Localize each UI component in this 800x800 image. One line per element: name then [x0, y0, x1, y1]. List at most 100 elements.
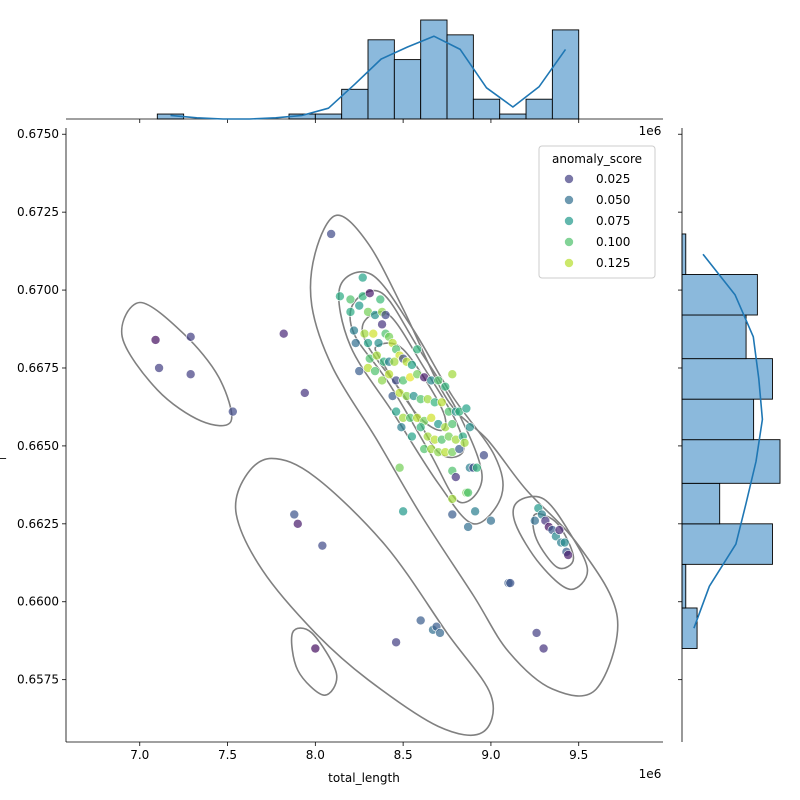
scatter-point — [354, 366, 365, 376]
x-tick-label: 7.0 — [130, 748, 149, 762]
kde-contour — [120, 301, 233, 427]
scatter-point — [370, 366, 380, 376]
scatter-point — [326, 229, 336, 239]
marginal-x-panel — [66, 19, 663, 123]
scatter-point — [447, 509, 458, 520]
legend-marker — [564, 195, 574, 205]
scatter-point — [447, 369, 458, 380]
y-axis-label: _ — [0, 445, 7, 459]
x-tick-label: 8.5 — [394, 748, 413, 762]
legend-label: 0.050 — [596, 193, 630, 207]
x-tick-label: 7.5 — [218, 748, 237, 762]
scatter-point — [440, 381, 451, 392]
x-hist-bar — [551, 29, 580, 120]
scatter-point — [359, 328, 370, 339]
scatter-point — [380, 310, 391, 320]
scatter-point — [465, 422, 475, 433]
scatter-point — [373, 338, 384, 348]
scatter-point — [391, 637, 401, 648]
scatter-point — [531, 628, 542, 638]
scatter-point — [435, 628, 445, 638]
x-hist-bar — [499, 113, 527, 120]
scatter-point — [354, 300, 365, 311]
y-hist-bar — [681, 274, 758, 316]
scatter-point — [310, 643, 321, 654]
y-hist-bar — [681, 233, 687, 275]
scatter-point — [377, 319, 387, 330]
scatter-point — [364, 288, 375, 298]
scatter-point — [389, 356, 400, 367]
scatter-point — [357, 272, 368, 283]
scatter-point — [363, 338, 373, 348]
y-tick-label: 0.6650 — [17, 439, 59, 453]
y-tick-label: 0.6625 — [17, 517, 59, 531]
x-tick-label: 9.0 — [481, 748, 500, 762]
y-tick-label: 0.6700 — [17, 283, 59, 297]
scatter-point — [349, 325, 359, 336]
scatter-point — [371, 350, 382, 361]
kde-contour — [532, 513, 575, 570]
scatter-point — [394, 462, 405, 473]
scatter-point — [412, 344, 422, 355]
x-offset-label: 1e6 — [639, 767, 662, 781]
x-hist-bar — [446, 34, 474, 120]
scatter-point — [299, 388, 310, 398]
kde-contour — [234, 457, 495, 737]
joint-axes: 7.0 7.5 8.0 8.5 9.0 9.5 0.6575 0.6600 0.6625 0.66… — [17, 127, 663, 762]
scatter-point — [185, 369, 196, 380]
x-hist-bar — [367, 39, 395, 120]
x-hist-bar — [314, 113, 343, 120]
scatter-point — [289, 509, 300, 520]
x-tick-label: 9.5 — [569, 748, 588, 762]
y-tick-label: 0.6675 — [17, 361, 59, 375]
scatter-point — [375, 294, 386, 305]
scatter-point — [398, 506, 408, 517]
scatter-point — [447, 494, 458, 504]
scatter-point — [463, 487, 473, 498]
scatter-point — [335, 291, 345, 302]
scatter-point — [317, 540, 328, 551]
y-tick-label: 0.6575 — [17, 673, 59, 687]
scatter-point — [530, 515, 540, 526]
scatter-point — [415, 422, 426, 433]
kde-contour — [512, 495, 589, 591]
scatter-point — [345, 294, 356, 305]
legend-label: 0.100 — [596, 235, 630, 249]
scatter-point — [470, 506, 480, 517]
x-axis-label: total_length — [328, 771, 400, 785]
scatter-point — [407, 431, 417, 442]
y-kde-curve — [693, 253, 764, 629]
scatter-point — [415, 615, 426, 626]
scatter-point — [350, 338, 361, 348]
scatter-point — [150, 335, 161, 345]
scatter-point — [436, 397, 447, 408]
x-hist-bar — [341, 88, 369, 120]
scatter-point — [278, 328, 289, 339]
scatter-point — [554, 525, 565, 535]
scatter-point — [454, 444, 465, 454]
scatter-point — [345, 307, 356, 317]
legend-label: 0.025 — [596, 172, 630, 186]
kde-contour — [290, 627, 338, 696]
y-hist-bar — [681, 563, 687, 609]
scatter-point — [407, 360, 417, 370]
scatter-point — [292, 519, 303, 529]
scatter-point — [461, 403, 472, 414]
y-tick-label: 0.6725 — [17, 205, 59, 219]
legend-marker — [564, 258, 574, 268]
legend-marker — [564, 237, 574, 247]
legend-label: 0.125 — [596, 256, 630, 270]
scatter-point — [391, 406, 401, 417]
scatter-point — [479, 450, 489, 461]
scatter-point — [426, 413, 437, 423]
x-hist-bar — [393, 59, 422, 120]
y-hist-bar — [681, 439, 781, 484]
scatter-point — [185, 332, 196, 342]
legend: anomaly_score 0.025 0.050 0.075 0.100 0.125 — [538, 145, 656, 279]
scatter-point — [463, 522, 473, 532]
marginal-offset-label: 1e6 — [639, 124, 662, 138]
scatter-point — [486, 515, 496, 526]
kde-contour — [309, 214, 619, 697]
scatter-point — [433, 375, 444, 386]
